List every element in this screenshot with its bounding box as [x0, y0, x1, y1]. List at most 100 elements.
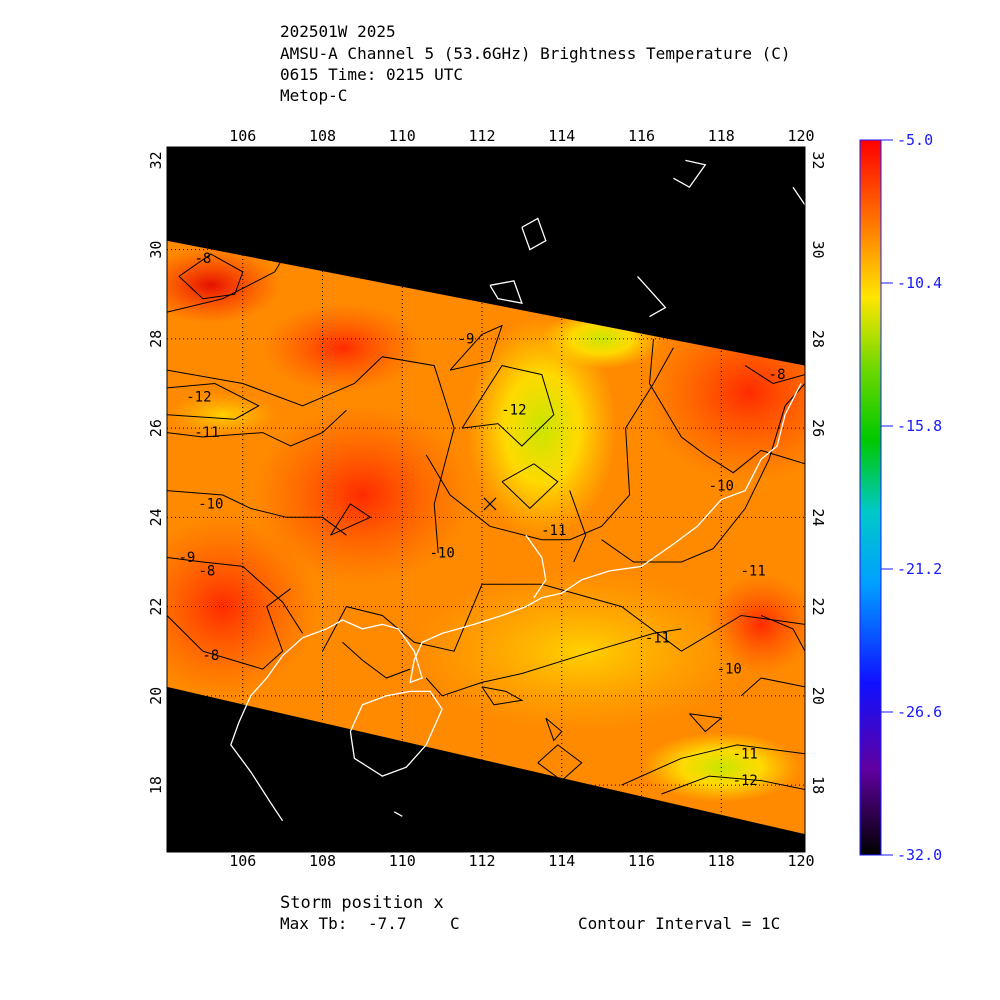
contour-line: [760, 615, 805, 652]
y-tick-label-right: 28: [809, 330, 827, 348]
contour-line: [621, 744, 805, 786]
contour-line: [689, 713, 723, 733]
y-tick-label-right: 30: [809, 241, 827, 259]
x-tick-label-bottom: 120: [787, 852, 814, 870]
contour-interval-label: Contour Interval = 1C: [578, 914, 781, 933]
chart-title-line3: 0615 Time: 0215 UTC: [280, 65, 464, 84]
cool-band-west: [167, 392, 278, 437]
chart-title-line2: AMSU-A Channel 5 (53.6GHz) Brightness Te…: [280, 44, 791, 63]
x-tick-label-top: 110: [389, 127, 416, 145]
y-tick-label-left: 18: [147, 776, 165, 794]
y-tick-label-left: 30: [147, 241, 165, 259]
contour-line: [501, 463, 559, 510]
contour-line: [167, 588, 291, 670]
warm-region-central: [252, 405, 473, 586]
contour-label: -10: [429, 546, 454, 562]
coastline-lake: [489, 280, 523, 305]
y-tick-label-left: 20: [147, 687, 165, 705]
contour-line: [569, 490, 587, 563]
contour-label: -8: [202, 648, 219, 664]
x-tick-label-bottom: 106: [229, 852, 256, 870]
contour-label: -11: [733, 746, 758, 762]
colorbar-tick-label: -32.0: [897, 846, 942, 864]
max-tb-unit: C: [450, 914, 460, 933]
contour-label: -8: [194, 251, 211, 267]
contour-line: [648, 338, 805, 474]
contour-label: -8: [769, 367, 786, 383]
chart-title-line4: Metop-C: [280, 86, 348, 105]
y-tick-label-right: 22: [809, 598, 827, 616]
contour-line: [178, 253, 244, 300]
colorbar-tick-label: -5.0: [897, 131, 933, 149]
contour-label: -11: [194, 425, 219, 441]
contour-line: [167, 490, 347, 536]
contour-label: -12: [186, 389, 211, 405]
coastline-mainland: [230, 383, 802, 822]
x-tick-label-top: 120: [787, 127, 814, 145]
contour-line: [322, 583, 805, 652]
warm-region-north: [262, 302, 423, 393]
contour-label: -9: [179, 550, 196, 566]
x-tick-label-bottom: 112: [468, 852, 495, 870]
coastline-hainan: [349, 690, 443, 777]
x-tick-label-top: 106: [229, 127, 256, 145]
contour-line: [661, 775, 805, 795]
contour-line: [342, 641, 411, 679]
contour-labels: -8-9-12-11-12-10-11-9-8-10-8-10-11-8-11-…: [179, 251, 786, 789]
contour-label: -12: [733, 773, 758, 789]
coastline: [230, 159, 806, 822]
contour-line: [425, 347, 674, 541]
contour-line: [461, 365, 555, 447]
contour-label: -11: [741, 563, 766, 579]
axis-tick-labels: 106 106 108 108 110 110 112 112 114 114 116 116 118 1…: [147, 127, 827, 870]
coastline-lake: [673, 159, 707, 189]
contour-label: -11: [645, 630, 670, 646]
x-tick-label-top: 108: [309, 127, 336, 145]
max-tb-label: Max Tb:: [280, 914, 348, 933]
warm-region-west: [167, 516, 318, 697]
coastline-pearl-river: [525, 534, 547, 599]
y-tick-label-left: 22: [147, 598, 165, 616]
contour-line: [167, 557, 304, 634]
x-tick-label-top: 112: [468, 127, 495, 145]
coastline-lake: [792, 186, 806, 206]
contour-label: -9: [458, 331, 475, 347]
colorbar-tick-label: -15.8: [897, 417, 942, 435]
warm-core-northwest: [167, 247, 281, 324]
y-tick-label-left: 24: [147, 508, 165, 526]
y-tick-label-right: 26: [809, 419, 827, 437]
storm-position-label: Storm position x: [280, 893, 444, 913]
x-tick-label-top: 116: [628, 127, 655, 145]
x-tick-label-bottom: 116: [628, 852, 655, 870]
colorbar: [859, 139, 882, 856]
contour-label: -12: [501, 403, 526, 419]
map-frame: [166, 146, 806, 853]
x-tick-label-top: 118: [708, 127, 735, 145]
cool-region-south: [411, 571, 752, 732]
colorbar-tick-label: -26.6: [897, 703, 942, 721]
contour-lines: [167, 244, 805, 795]
colorbar-tick-label: -21.2: [897, 560, 942, 578]
x-tick-label-bottom: 110: [389, 852, 416, 870]
contour-line: [537, 744, 583, 782]
y-tick-label-left: 28: [147, 330, 165, 348]
y-tick-label-left: 26: [147, 419, 165, 437]
x-tick-label-top: 114: [548, 127, 575, 145]
cool-region-central: [466, 318, 617, 539]
colorbar-ticks: -5.0 -10.4 -15.8 -21.2 -26.6 -32.0: [881, 131, 942, 864]
x-tick-label-bottom: 108: [309, 852, 336, 870]
contour-line: [744, 365, 805, 385]
storm-marker-stroke: [483, 497, 497, 511]
contour-line: [425, 628, 682, 697]
contour-line: [167, 409, 347, 447]
y-tick-label-left: 32: [147, 151, 165, 169]
coastline-island: [393, 811, 403, 817]
contour-label: -11: [541, 523, 566, 539]
contour-line: [601, 383, 805, 563]
x-tick-label-bottom: 118: [708, 852, 735, 870]
coastline-lake: [521, 217, 547, 251]
y-tick-label-right: 24: [809, 508, 827, 526]
contour-label: -10: [198, 496, 223, 512]
contour-line: [545, 717, 563, 742]
